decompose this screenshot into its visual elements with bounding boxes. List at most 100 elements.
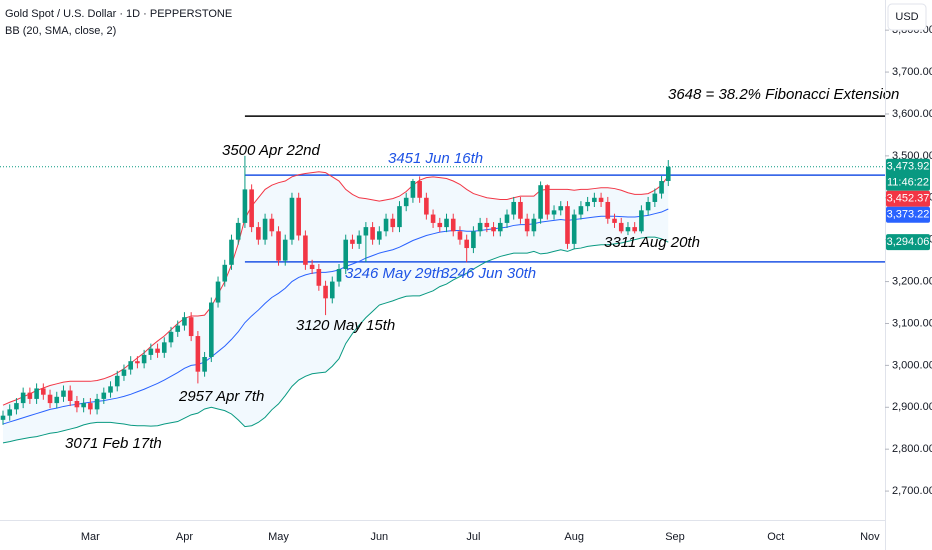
candle-body (276, 231, 281, 261)
candle-body (329, 281, 335, 299)
candle-body (289, 197, 295, 240)
candle-body (484, 222, 490, 228)
x-tick-label: Sep (665, 531, 685, 543)
annotation: 3311 Aug 20th (604, 234, 700, 251)
y-tick-label: 3,700.00 (892, 66, 932, 78)
candle-body (545, 185, 550, 215)
candle-body (88, 403, 93, 410)
price-tag-label: 3,473.92 (887, 161, 930, 173)
price-tag-label: 3,452.37 (887, 193, 930, 205)
x-tick-label: Jun (370, 531, 388, 543)
price-tag-label: 3,294.06 (887, 236, 930, 248)
candle-body (598, 197, 604, 202)
candle-body (182, 317, 187, 326)
candle-body (350, 239, 355, 244)
annotation: 3451 Jun 16th (388, 150, 483, 167)
candle-body (565, 206, 570, 244)
candle-body (74, 400, 80, 408)
y-tick-label: 3,500.00 (892, 150, 932, 162)
candle-body (41, 388, 46, 395)
candle-body (504, 214, 510, 223)
band-line (2, 236, 669, 444)
candle-body (497, 222, 503, 232)
candle-body (356, 235, 362, 244)
plot-area: 3648 = 38.2% Fibonacci Extension 3500 Apr… (0, 86, 899, 452)
candle-body (585, 201, 590, 207)
candle-body (309, 264, 315, 270)
candle-body (256, 227, 261, 240)
candle-body (558, 206, 564, 211)
candle-body (377, 231, 382, 240)
y-tick-label: 3,200.00 (892, 275, 932, 287)
candle-body (363, 227, 369, 236)
candle-body (659, 181, 664, 194)
candle-body (20, 392, 26, 404)
candle-body (161, 342, 167, 353)
price-tag (886, 190, 930, 207)
candle-body (0, 415, 6, 420)
candle-body (54, 396, 60, 404)
candle-body (168, 331, 174, 343)
candle-body (403, 197, 409, 207)
y-tick-label: 3,100.00 (892, 317, 932, 329)
candle-body (262, 218, 268, 240)
candle-body (282, 239, 288, 261)
candle-body (269, 218, 275, 232)
candle-body (383, 218, 389, 232)
band-line (2, 171, 669, 406)
candle-body (229, 239, 234, 265)
price-tag-label: 3,373.22 (887, 209, 930, 221)
candle-body (14, 403, 19, 410)
x-tick-label: Aug (564, 531, 584, 543)
candle-body (639, 210, 644, 232)
candle-body (108, 386, 113, 393)
x-tick-label: May (268, 531, 289, 543)
candle-body (323, 285, 328, 299)
axes: 2,700.00 2,800.00 2,900.00 3,000.00 3,100.00… (81, 24, 932, 543)
y-tick-label: 2,800.00 (892, 443, 932, 455)
candle-body (390, 218, 396, 228)
candle-body (665, 166, 671, 182)
candle-body (571, 214, 577, 244)
candle-body (222, 264, 228, 282)
candle-body (155, 348, 160, 353)
candle-body (444, 218, 449, 228)
candle-body (47, 394, 53, 404)
candle-body (605, 201, 611, 219)
candle-body (511, 201, 517, 215)
candle-body (417, 181, 422, 198)
candle-body (7, 409, 13, 416)
candle-body (397, 206, 402, 228)
candle-body (424, 197, 429, 215)
currency-label: USD (895, 11, 918, 23)
candle-body (457, 231, 463, 240)
candle-body (471, 231, 476, 249)
annotation: 3071 Feb 17th (65, 435, 162, 452)
x-tick-label: Apr (176, 531, 193, 543)
candle-body (538, 185, 543, 219)
candle-body (135, 361, 140, 364)
candle-body (114, 375, 120, 387)
candle-body (215, 281, 221, 303)
candle-body (518, 201, 523, 219)
y-tick-label: 3,600.00 (892, 108, 932, 120)
candle-body (551, 210, 557, 215)
candle-body (209, 302, 214, 358)
candle-body (101, 392, 107, 399)
candle-body (141, 354, 147, 364)
candle-body (67, 390, 73, 401)
candle-body (336, 269, 342, 282)
x-tick-label: Mar (81, 531, 100, 543)
candle-body (296, 197, 301, 236)
currency-button[interactable] (887, 3, 927, 31)
candle-body (128, 361, 133, 370)
candle-body (121, 369, 127, 376)
x-tick-label: Jul (466, 531, 480, 543)
y-tick-label: 2,900.00 (892, 401, 932, 413)
candle-body (34, 388, 39, 399)
x-tick-label: Nov (860, 531, 880, 543)
band-fill (3, 171, 669, 443)
x-tick-label: Oct (767, 531, 784, 543)
annotation: 3500 Apr 22nd (222, 142, 321, 159)
